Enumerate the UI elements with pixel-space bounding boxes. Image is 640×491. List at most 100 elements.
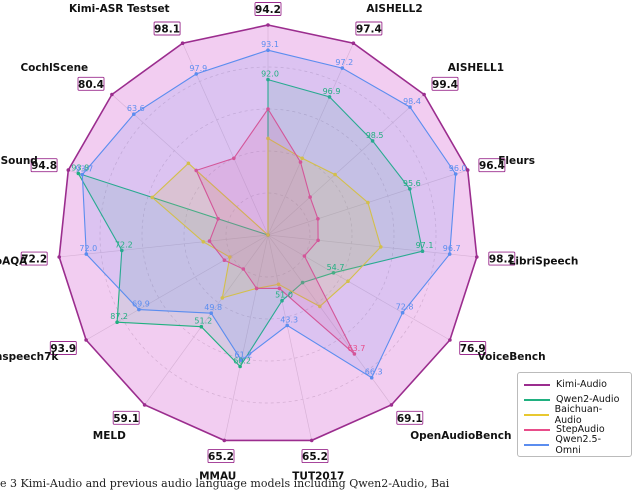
point-qwen2-5-omni: [266, 48, 270, 52]
legend-label: Kimi-Audio: [556, 379, 607, 390]
point-kimi-audio: [84, 338, 88, 342]
point-kimi-audio: [110, 92, 114, 97]
data-label: 72.2: [115, 240, 133, 249]
legend-label: Qwen2-Audio: [556, 394, 620, 405]
legend-label: StepAudio: [556, 424, 605, 435]
point-kimi-audio: [66, 168, 71, 172]
point-kimi-audio: [465, 168, 470, 172]
point-qwen2-audio: [408, 187, 412, 191]
point-qwen2-5-omni: [285, 323, 290, 328]
max-value-box: [77, 76, 105, 91]
point-baichuan-audio: [379, 245, 383, 249]
grid-spoke: [267, 94, 425, 236]
point-baichuan-audio: [318, 304, 322, 309]
axis-label: Kimi-ASR Testset: [69, 3, 170, 15]
max-value-label: 98.1: [154, 24, 180, 36]
axis-label: TUT2017: [292, 471, 344, 483]
data-label: 49.8: [204, 303, 222, 312]
point-qwen2-5-omni: [80, 172, 85, 177]
axis-label: CochlScene: [20, 62, 88, 74]
point-qwen2-audio: [266, 77, 270, 82]
radar-axis-labels: 94.2WenetSpeech97.4AISHELL299.4AISHELL19…: [0, 2, 578, 483]
point-qwen2-audio: [370, 139, 375, 143]
data-label: 69.9: [132, 300, 150, 309]
max-value-label: 94.2: [255, 4, 281, 16]
point-kimi-audio: [142, 403, 147, 407]
axis-label: VoiceBench: [478, 351, 546, 363]
max-value-label: 72.2: [21, 254, 47, 266]
data-label: 95.6: [403, 179, 421, 188]
max-value-box: [20, 251, 48, 266]
point-stepaudio: [302, 254, 307, 258]
data-label: 61.2: [234, 350, 252, 359]
point-qwen2-audio: [238, 364, 242, 369]
data-label: 93.8: [71, 163, 89, 172]
data-label: 51.0: [275, 291, 293, 300]
chart-legend: Kimi-Audio Qwen2-Audio Baichuan-Audio StepA…: [517, 372, 632, 457]
point-qwen2-audio: [420, 249, 425, 253]
point-stepaudio: [241, 267, 246, 271]
max-value-label: 99.4: [432, 79, 458, 91]
max-value-box: [301, 449, 329, 464]
data-label: 96.0: [449, 164, 467, 173]
legend-item: Kimi-Audio: [524, 377, 625, 392]
point-baichuan-audio: [201, 240, 206, 244]
max-value-box: [431, 76, 459, 91]
max-value-box: [49, 341, 77, 355]
point-qwen2-5-omni: [408, 105, 412, 109]
point-stepaudio: [308, 195, 312, 199]
point-stepaudio: [216, 217, 220, 221]
point-stepaudio: [316, 238, 320, 243]
data-label: 60.2: [233, 357, 251, 366]
point-qwen2-audio: [120, 248, 124, 253]
max-value-label: 98.2: [489, 254, 515, 266]
data-label: 87.2: [110, 312, 128, 321]
point-qwen2-audio: [300, 280, 305, 285]
data-label: 97.9: [189, 64, 207, 73]
point-baichuan-audio: [300, 156, 305, 161]
series-stepaudio: [195, 107, 355, 355]
data-label: 54.7: [327, 263, 345, 272]
legend-swatch: [524, 428, 550, 431]
data-label: 93.1: [261, 40, 279, 49]
point-qwen2-5-omni: [132, 112, 136, 116]
axis-label: AISHELL1: [448, 62, 504, 74]
data-label: 51.2: [194, 317, 212, 326]
point-kimi-audio: [180, 41, 185, 45]
data-label: 98.5: [366, 131, 384, 140]
point-stepaudio: [194, 168, 198, 173]
radar-series: [57, 23, 479, 443]
data-label: 66.3: [365, 368, 383, 377]
max-value-label: 96.4: [479, 160, 505, 172]
data-label: 98.4: [403, 97, 421, 106]
legend-label: Baichuan-Audio: [554, 403, 603, 426]
point-stepaudio: [266, 107, 270, 111]
max-value-label: 59.1: [113, 413, 139, 425]
legend-item: Qwen2.5-Omni: [524, 434, 625, 456]
point-kimi-audio: [266, 23, 270, 27]
axis-label: MELD: [93, 430, 126, 442]
grid-spoke: [144, 234, 269, 406]
axis-label: OpenAudioBench: [410, 430, 511, 442]
data-label: 63.6: [127, 104, 145, 113]
point-qwen2-audio: [199, 324, 204, 329]
point-baichuan-audio: [276, 282, 281, 287]
legend-item: Baichuan-Audio: [524, 404, 625, 426]
radar-data-labels: 92.0 96.9 98.5 95.6 97.1 54.7 51.0 60.2 51.2 87.2…: [71, 40, 466, 377]
grid-spoke: [267, 234, 313, 441]
data-label: 43.3: [280, 315, 298, 324]
data-label: 97.1: [416, 241, 434, 250]
max-value-box: [112, 410, 140, 425]
max-value-box: [207, 449, 235, 464]
max-value-box: [459, 341, 487, 355]
point-kimi-audio: [389, 403, 394, 407]
axis-label: VocalSound: [0, 155, 38, 167]
point-qwen2-5-omni: [239, 358, 244, 363]
grid-ring-4: [99, 66, 437, 404]
grid-ring-2: [183, 150, 353, 320]
point-baichuan-audio: [333, 172, 337, 177]
max-value-label: 80.4: [78, 79, 104, 91]
point-stepaudio: [277, 286, 282, 291]
point-qwen2-audio: [327, 95, 332, 99]
data-label: 72.0: [79, 244, 97, 253]
